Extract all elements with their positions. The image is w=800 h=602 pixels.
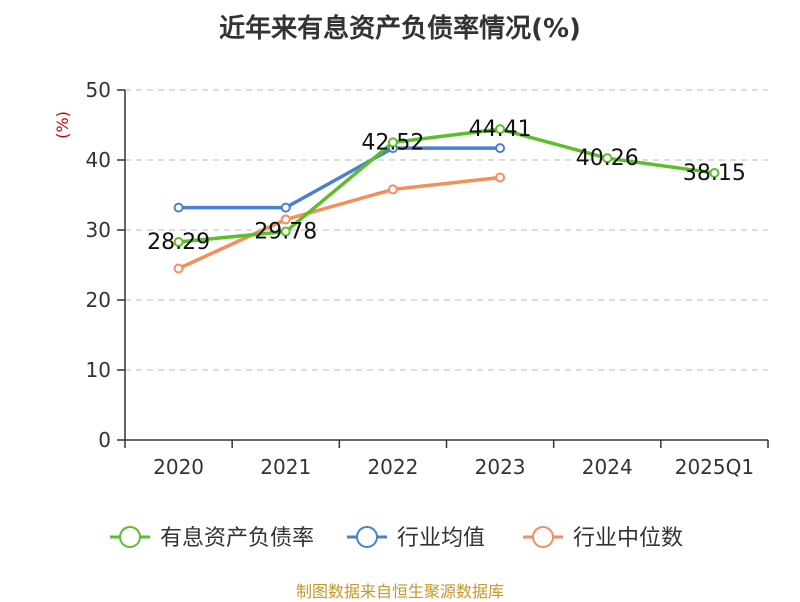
legend-label: 行业中位数 xyxy=(573,526,683,551)
y-axis-unit: (%) xyxy=(53,111,72,139)
x-tick-label: 2021 xyxy=(260,455,311,479)
source-note: 制图数据来自恒生聚源数据库 xyxy=(295,582,504,601)
x-tick-label: 2020 xyxy=(153,455,204,479)
x-tick-label: 2024 xyxy=(582,455,633,479)
data-point xyxy=(280,214,291,225)
legend: 有息资产负债率 行业均值 行业中位数 xyxy=(110,526,683,551)
y-tick-label: 20 xyxy=(86,288,111,312)
series-line xyxy=(177,175,501,271)
data-label: 28.29 xyxy=(147,230,210,255)
x-tick-label: 2023 xyxy=(475,455,526,479)
y-tick-label: 40 xyxy=(86,148,111,172)
x-tick-label: 2022 xyxy=(367,455,418,479)
legend-marker xyxy=(119,526,141,548)
y-tick-label: 10 xyxy=(86,358,111,382)
y-tick-label: 0 xyxy=(98,428,111,452)
data-label: 42.52 xyxy=(361,130,424,155)
data-point xyxy=(387,184,398,195)
data-point xyxy=(602,153,613,164)
data-point xyxy=(495,143,506,154)
data-label: 38.15 xyxy=(683,161,746,186)
data-point xyxy=(280,202,291,213)
data-label: 44.41 xyxy=(469,117,532,142)
data-point xyxy=(495,124,506,135)
data-point xyxy=(709,167,720,178)
legend-label: 有息资产负债率 xyxy=(160,526,314,551)
data-point xyxy=(387,137,398,148)
grid-layer xyxy=(125,89,768,371)
series-layer xyxy=(173,124,720,274)
data-label: 40.26 xyxy=(576,146,639,171)
data-label-layer: 28.29 29.78 42.52 44.41 40.26 38.15 xyxy=(147,117,746,255)
legend-marker xyxy=(532,526,554,548)
data-point xyxy=(173,236,184,247)
data-point xyxy=(173,202,184,213)
x-tick-label: 2025Q1 xyxy=(675,455,754,479)
data-label: 29.78 xyxy=(254,220,317,245)
series-line xyxy=(178,146,501,210)
series-line xyxy=(178,127,715,244)
data-point xyxy=(495,172,506,183)
chart-title: 近年来有息资产负债率情况(%) xyxy=(219,14,581,44)
data-point xyxy=(280,226,291,237)
y-tick-label: 50 xyxy=(86,78,111,102)
legend-label: 行业均值 xyxy=(397,526,485,551)
legend-marker xyxy=(356,526,378,548)
axis-layer: 0 10 20 30 40 50 2020 2021 2022 2023 2024 2025Q1 (%) xyxy=(53,78,769,479)
y-tick-label: 30 xyxy=(86,218,111,242)
data-point xyxy=(173,263,184,274)
